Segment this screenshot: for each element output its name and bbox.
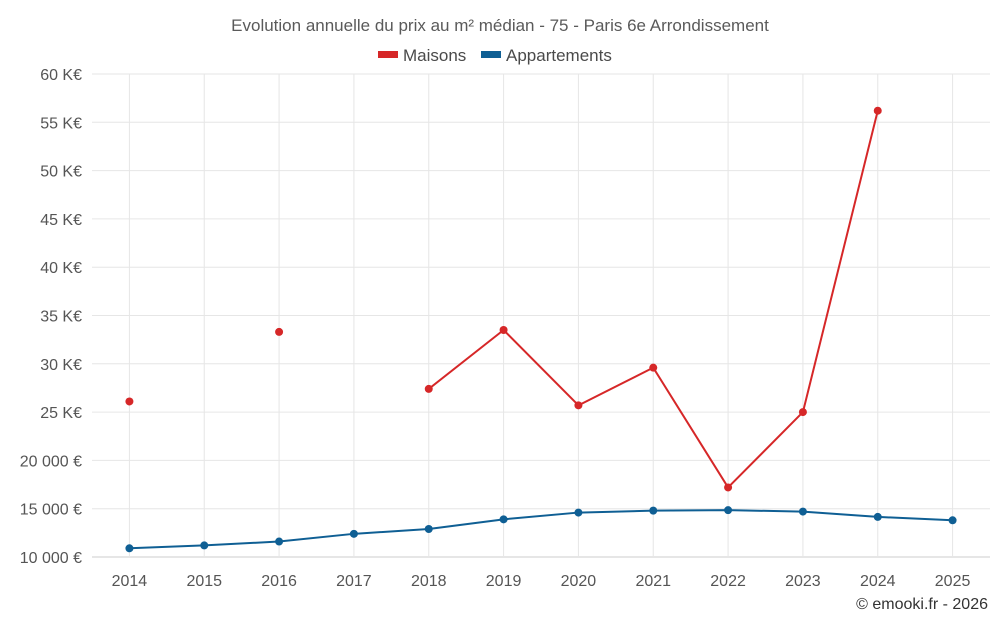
legend-label-appartements: Appartements xyxy=(506,46,612,65)
x-tick-label: 2018 xyxy=(411,573,447,590)
legend: Maisons Appartements xyxy=(378,46,612,65)
x-tick-label: 2014 xyxy=(112,573,148,590)
data-point-maisons-2020[interactable] xyxy=(574,401,583,410)
series-maisons xyxy=(125,106,882,492)
data-point-maisons-2024[interactable] xyxy=(873,106,882,115)
data-point-appartements-2025[interactable] xyxy=(948,516,957,525)
series-line-appartements xyxy=(129,509,953,550)
y-tick-label: 45 K€ xyxy=(40,212,82,229)
data-point-maisons-2014[interactable] xyxy=(125,397,134,406)
data-point-maisons-2016[interactable] xyxy=(275,327,284,336)
data-point-appartements-2015[interactable] xyxy=(200,541,209,550)
data-point-appartements-2023[interactable] xyxy=(798,507,807,516)
data-point-appartements-2022[interactable] xyxy=(724,506,733,515)
x-tick-label: 2022 xyxy=(710,573,746,590)
legend-label-maisons: Maisons xyxy=(403,46,466,65)
y-tick-label: 60 K€ xyxy=(40,67,82,84)
data-point-appartements-2016[interactable] xyxy=(275,537,284,546)
y-tick-label: 40 K€ xyxy=(40,260,82,277)
data-point-maisons-2023[interactable] xyxy=(798,408,807,417)
data-point-appartements-2014[interactable] xyxy=(125,544,134,553)
data-point-appartements-2019[interactable] xyxy=(499,515,508,524)
data-point-appartements-2018[interactable] xyxy=(424,524,433,533)
y-tick-label: 55 K€ xyxy=(40,115,82,132)
data-point-maisons-2019[interactable] xyxy=(499,325,508,334)
data-point-maisons-2022[interactable] xyxy=(724,483,733,492)
legend-item-appartements[interactable]: Appartements xyxy=(481,46,612,65)
legend-swatch-maisons xyxy=(378,51,398,58)
x-tick-label: 2020 xyxy=(561,573,597,590)
grid xyxy=(92,73,990,558)
x-tick-label: 2021 xyxy=(635,573,671,590)
x-tick-label: 2017 xyxy=(336,573,372,590)
y-tick-label: 35 K€ xyxy=(40,309,82,326)
credit-text: © emooki.fr - 2026 xyxy=(856,596,988,613)
x-tick-label: 2019 xyxy=(486,573,522,590)
y-tick-label: 20 000 € xyxy=(20,453,82,470)
data-point-maisons-2018[interactable] xyxy=(424,384,433,393)
x-axis: 2014 2015 2016 2017 2018 2019 2020 2021 2022 2023… xyxy=(112,573,971,590)
legend-swatch-appartements xyxy=(481,51,501,58)
y-tick-label: 30 K€ xyxy=(40,357,82,374)
x-tick-label: 2016 xyxy=(261,573,297,590)
series-layer xyxy=(125,106,957,553)
y-tick-label: 15 000 € xyxy=(20,502,82,519)
x-tick-label: 2024 xyxy=(860,573,896,590)
data-point-appartements-2020[interactable] xyxy=(574,508,583,517)
data-point-appartements-2024[interactable] xyxy=(873,512,882,521)
x-tick-label: 2025 xyxy=(935,573,971,590)
y-tick-label: 50 K€ xyxy=(40,164,82,181)
data-point-appartements-2017[interactable] xyxy=(349,529,358,538)
y-axis: 10 000 € 15 000 € 20 000 € 25 K€ 30 K€ 35 K€ 4… xyxy=(20,67,82,567)
y-tick-label: 10 000 € xyxy=(20,550,82,567)
data-point-appartements-2021[interactable] xyxy=(649,506,658,515)
series-appartements xyxy=(125,506,957,553)
y-tick-label: 25 K€ xyxy=(40,405,82,422)
x-tick-label: 2015 xyxy=(186,573,222,590)
x-tick-label: 2023 xyxy=(785,573,821,590)
legend-item-maisons[interactable]: Maisons xyxy=(378,46,466,65)
chart-title: Evolution annuelle du prix au m² médian … xyxy=(231,16,769,35)
data-point-maisons-2021[interactable] xyxy=(649,363,658,372)
